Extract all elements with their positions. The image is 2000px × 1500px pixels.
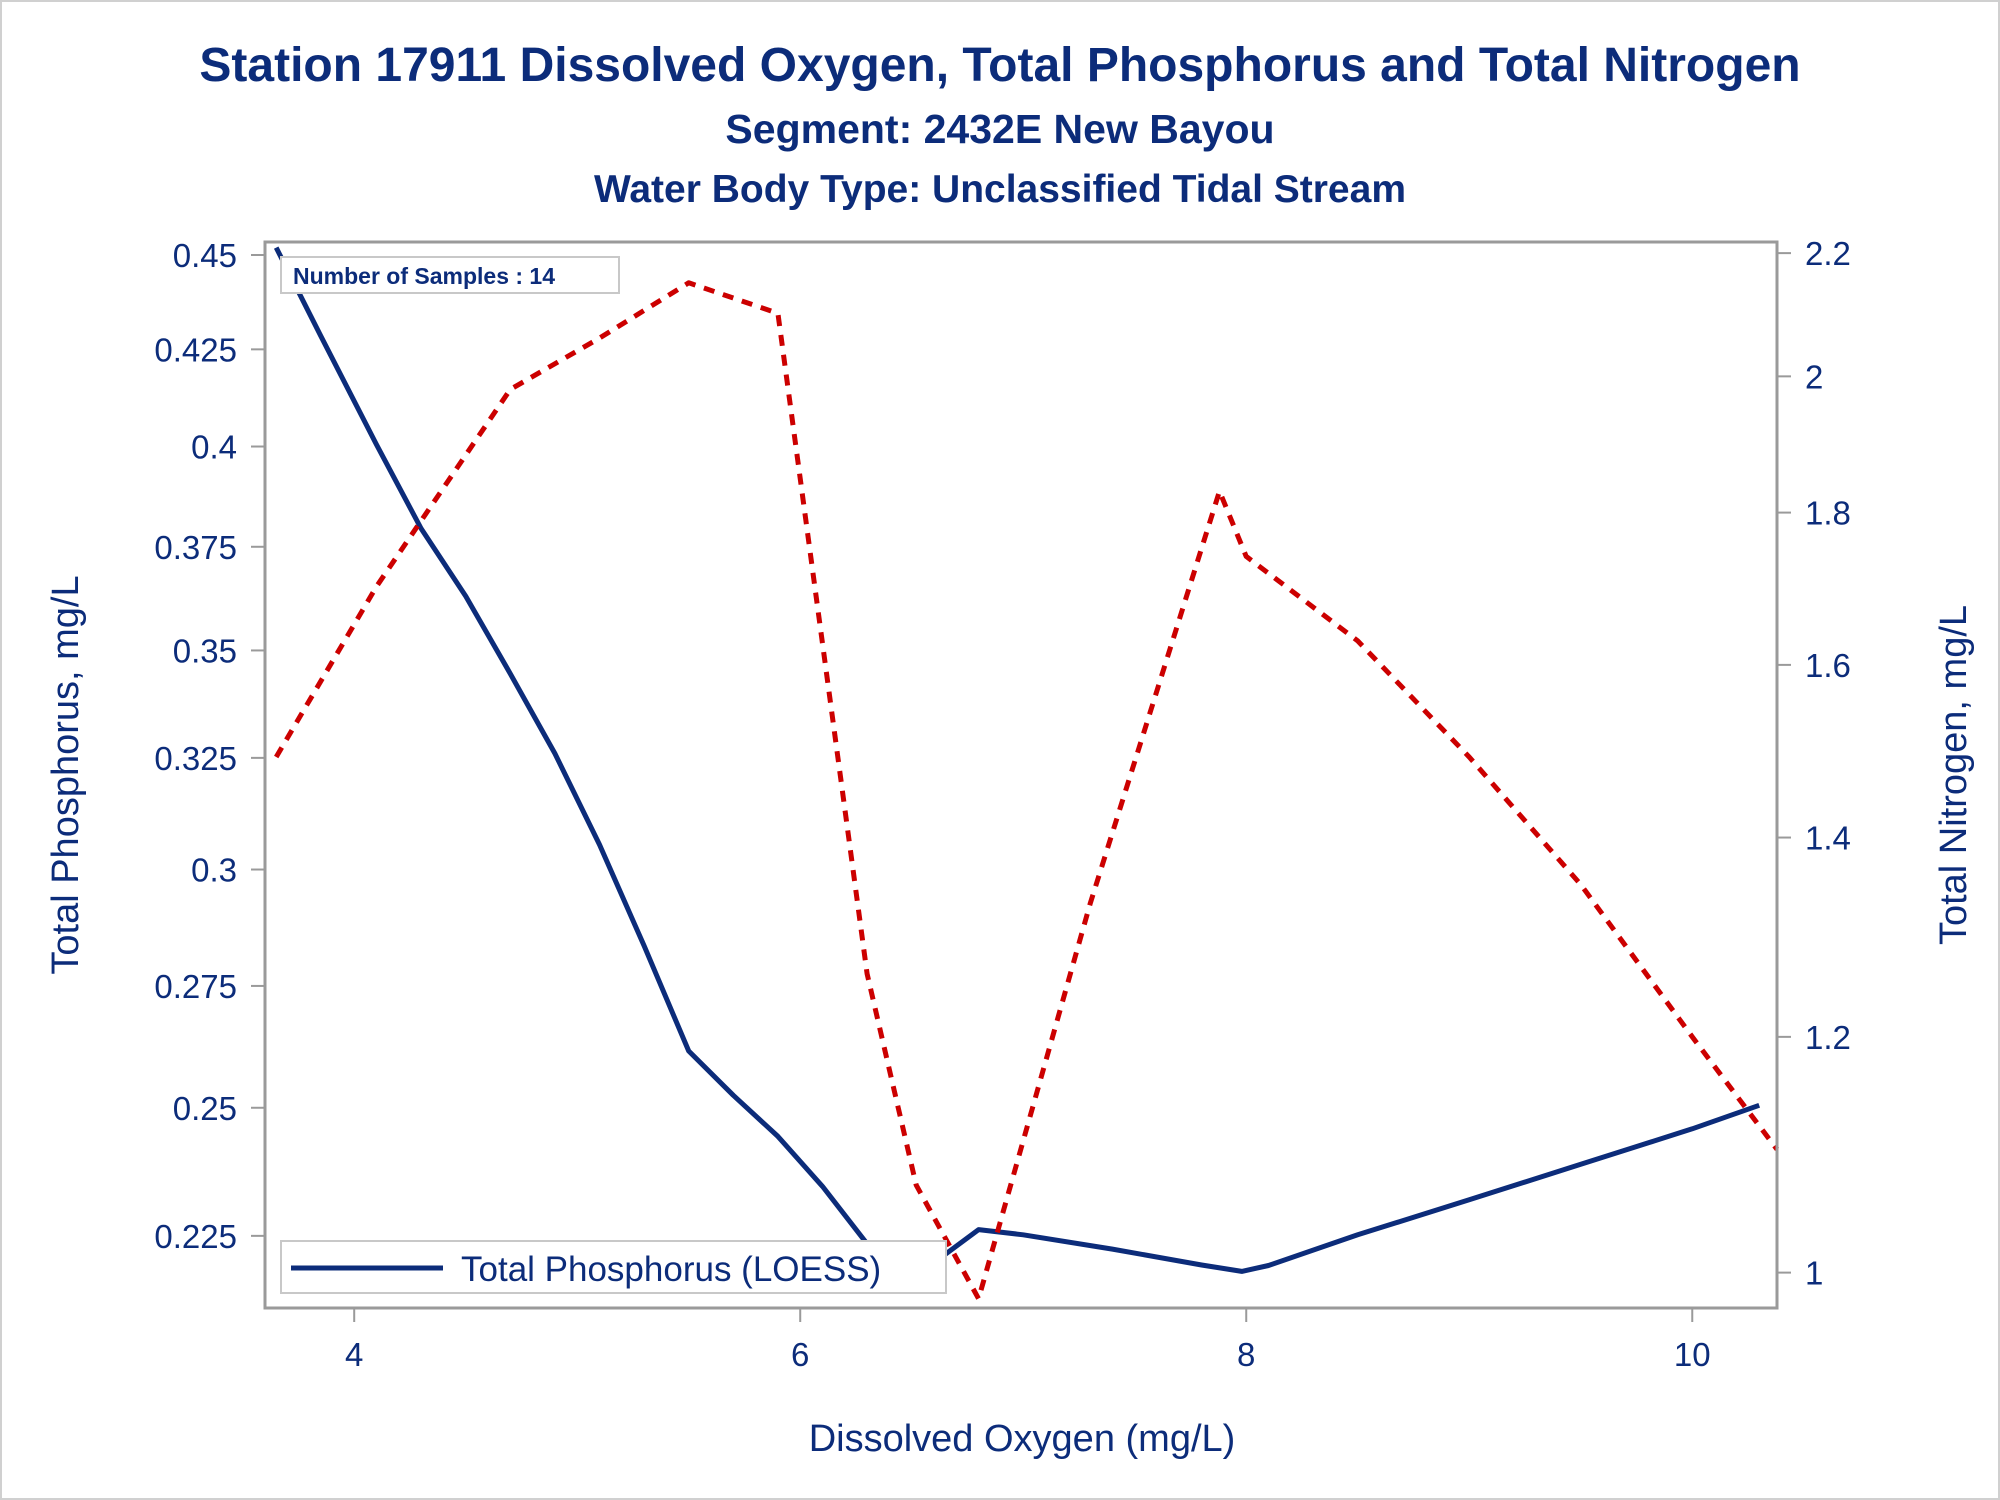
y-axis-left-label: Total Phosphorus, mg/L <box>45 575 87 974</box>
y-right-tick-label: 1.6 <box>1805 647 1851 684</box>
y-left-tick-label: 0.225 <box>154 1218 237 1255</box>
y-left-tick-label: 0.4 <box>191 429 237 466</box>
sample-count-text: Number of Samples : 14 <box>293 263 555 289</box>
sample-count-inset: Number of Samples : 14 <box>280 256 620 294</box>
y-left-tick-label: 0.45 <box>173 237 237 274</box>
legend: Total Phosphorus (LOESS) <box>280 1240 947 1294</box>
chart-subtitle-segment: Segment: 2432E New Bayou <box>725 106 1275 152</box>
y-right-tick-label: 1.4 <box>1805 820 1851 857</box>
total-nitrogen-line <box>274 280 1779 1302</box>
y-left-tick-label: 0.35 <box>173 632 237 669</box>
y-left-tick-label: 0.275 <box>154 968 237 1005</box>
chart-title: Station 17911 Dissolved Oxygen, Total Ph… <box>199 39 1801 92</box>
x-tick-label: 8 <box>1237 1336 1255 1373</box>
y-axis-right-label: Total Nitrogen, mg/L <box>1933 605 1975 945</box>
y-right-tick-label: 1.8 <box>1805 495 1851 532</box>
x-tick-label: 4 <box>345 1336 363 1373</box>
plot-area-border <box>263 240 1779 1310</box>
x-tick-label: 6 <box>791 1336 809 1373</box>
x-axis-label: Dissolved Oxygen (mg/L) <box>809 1418 1236 1460</box>
y-right-tick-label: 2.2 <box>1805 235 1851 272</box>
y-right-tick-label: 1.2 <box>1805 1019 1851 1056</box>
y-left-tick-label: 0.25 <box>173 1090 237 1127</box>
x-tick-label: 10 <box>1674 1336 1711 1373</box>
y-left-tick-label: 0.325 <box>154 740 237 777</box>
sample-count-box <box>280 256 620 294</box>
y-right-tick-label: 2 <box>1805 358 1823 395</box>
y-left-tick-label: 0.3 <box>191 852 237 889</box>
chart-subtitle-waterbody: Water Body Type: Unclassified Tidal Stre… <box>594 168 1406 211</box>
y-left-tick-label: 0.375 <box>154 529 237 566</box>
y-right-tick-label: 1 <box>1805 1255 1823 1292</box>
legend-label: Total Phosphorus (LOESS) <box>461 1250 881 1289</box>
axes-layer: 4 6 8 10 0.225 0.25 0.275 0.3 0.325 0.35 0.375 0.4 0… <box>154 235 1850 1373</box>
series-layer <box>273 246 1779 1302</box>
total-phosphorus-loess-line <box>273 246 1761 1290</box>
y-left-tick-label: 0.425 <box>154 331 237 368</box>
